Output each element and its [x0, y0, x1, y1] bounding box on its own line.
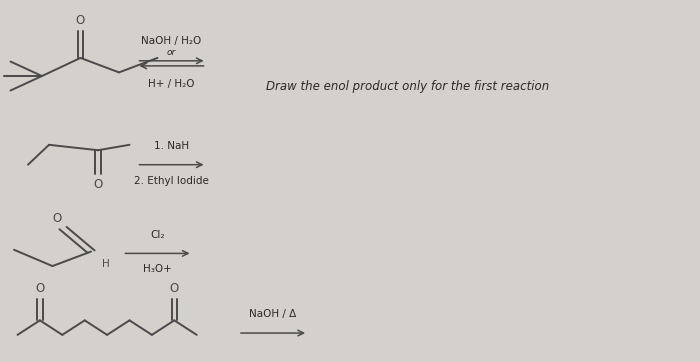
Text: H₃O+: H₃O+	[143, 264, 172, 274]
Text: H: H	[102, 259, 109, 269]
Text: O: O	[76, 14, 85, 27]
Text: NaOH / Δ: NaOH / Δ	[249, 309, 297, 319]
Text: 2. Ethyl Iodide: 2. Ethyl Iodide	[134, 176, 209, 186]
Text: H+ / H₂O: H+ / H₂O	[148, 79, 195, 89]
Text: Cl₂: Cl₂	[150, 230, 164, 240]
Text: O: O	[35, 282, 45, 295]
Text: or: or	[167, 48, 176, 57]
Text: 1. NaH: 1. NaH	[154, 141, 189, 151]
Text: O: O	[93, 178, 103, 191]
Text: O: O	[169, 282, 179, 295]
Text: O: O	[52, 212, 62, 225]
Text: NaOH / H₂O: NaOH / H₂O	[141, 36, 202, 46]
Text: Draw the enol product only for the first reaction: Draw the enol product only for the first…	[266, 80, 550, 93]
